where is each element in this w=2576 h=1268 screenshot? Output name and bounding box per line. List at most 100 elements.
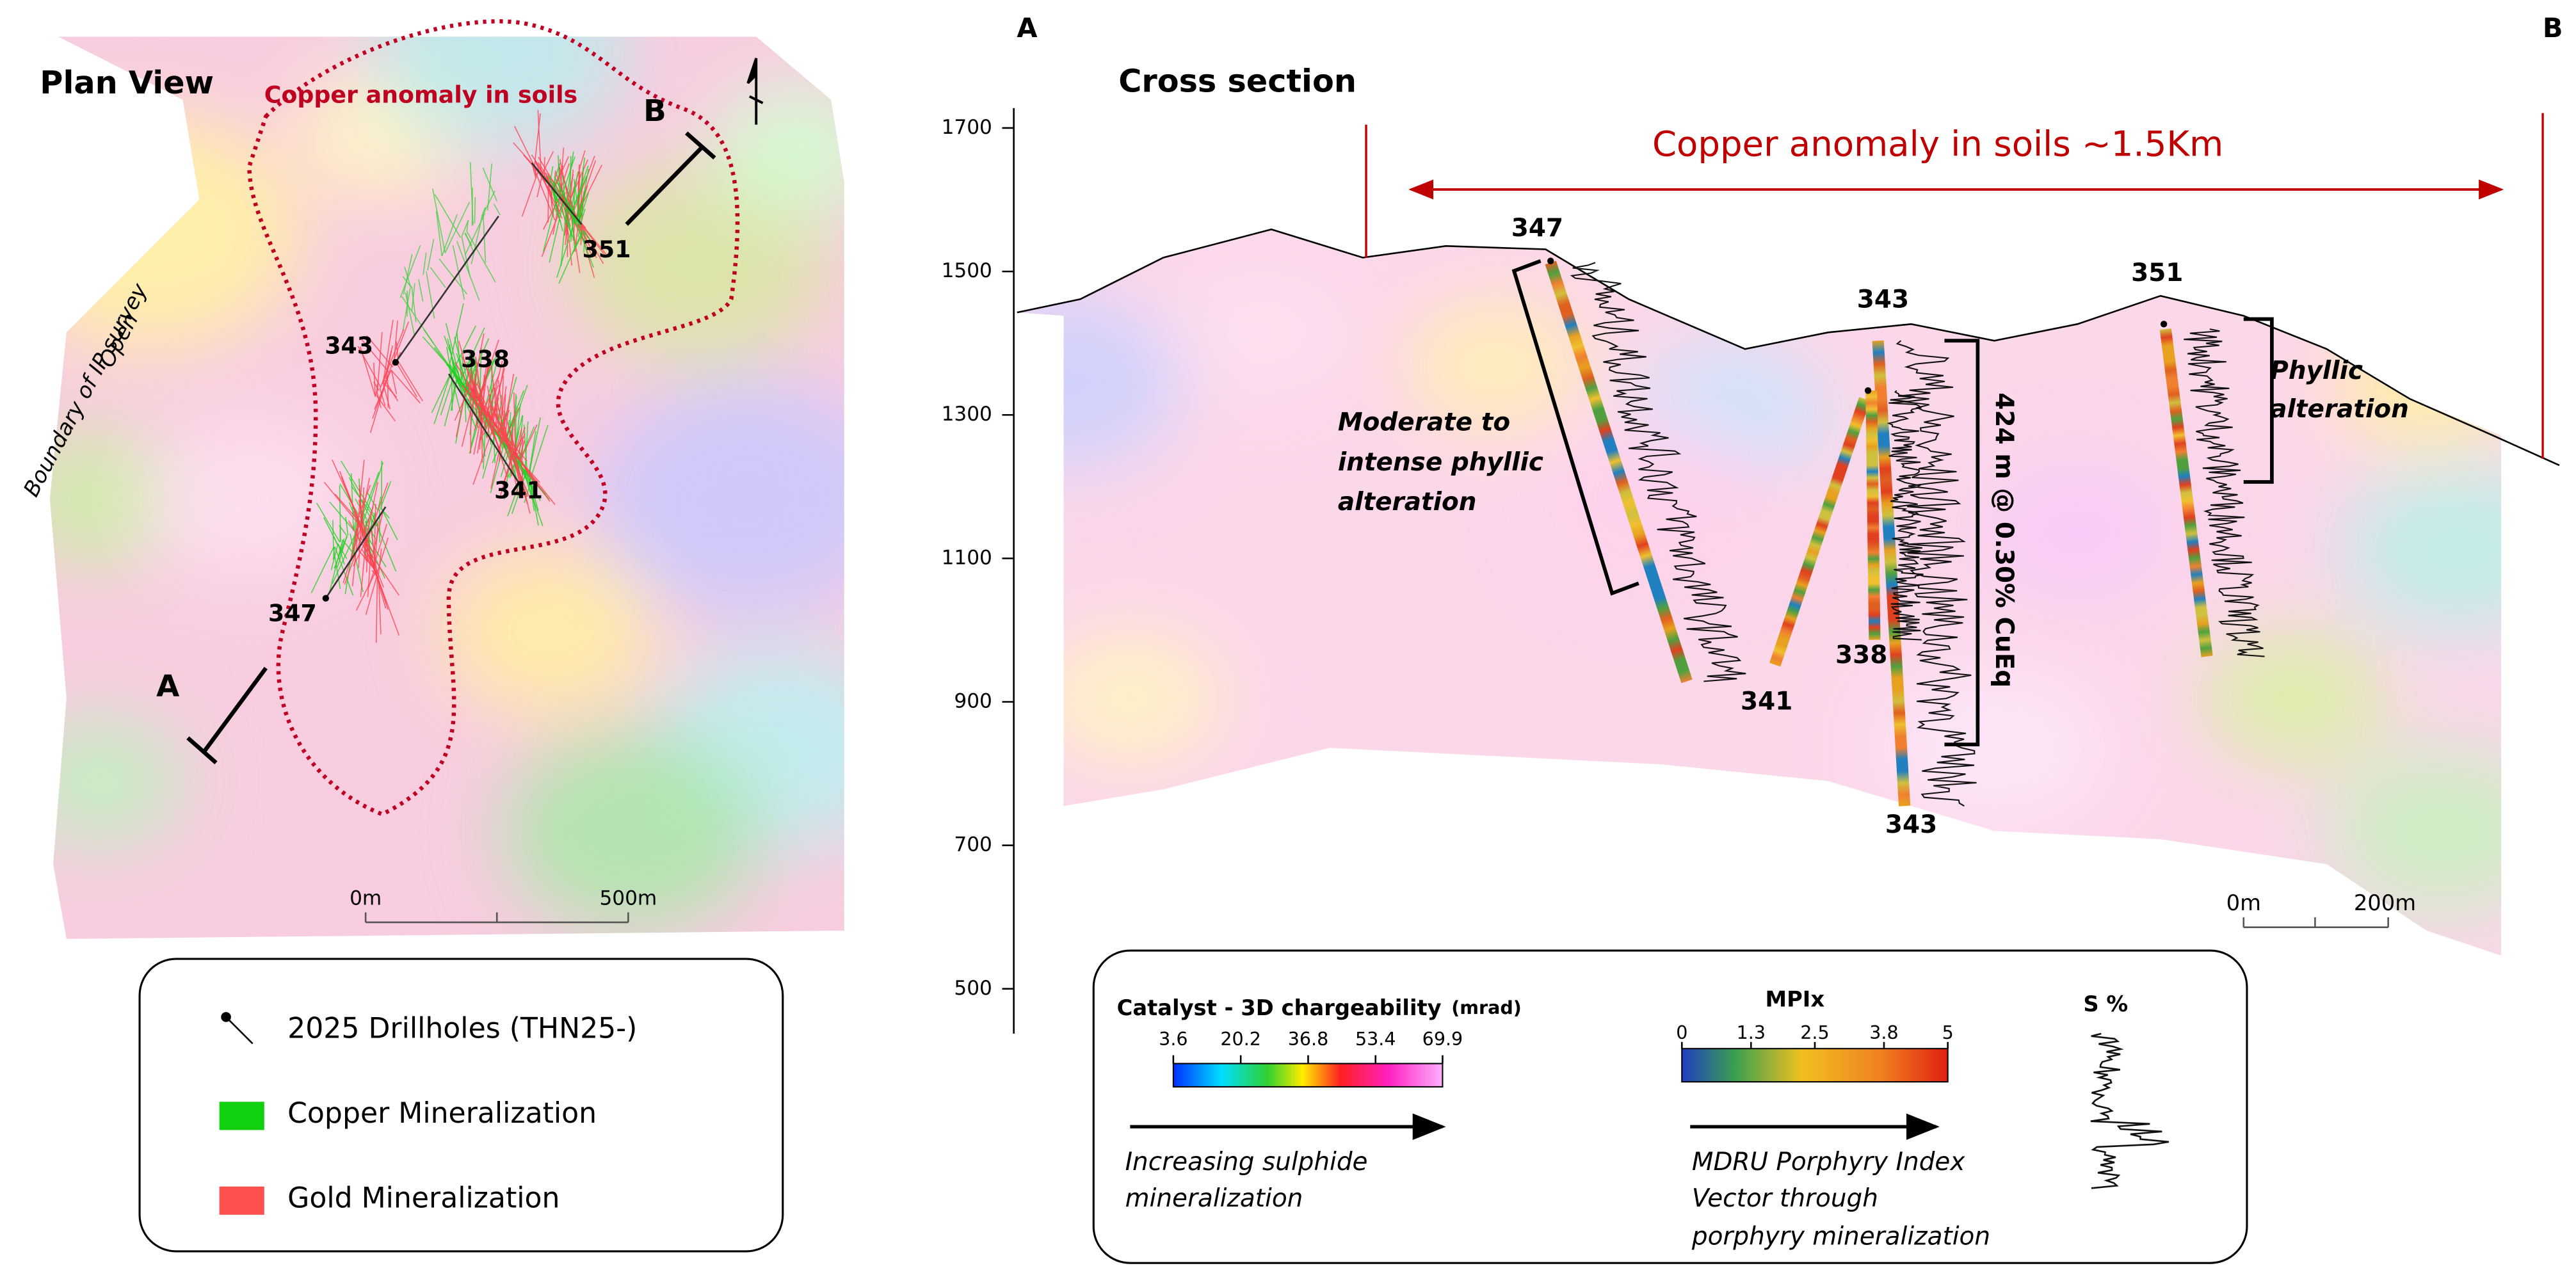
mineralization — [490, 435, 503, 489]
mineralization — [345, 517, 349, 536]
colorbar-tick-label: 36.8 — [1288, 1028, 1329, 1050]
section-blob — [2343, 465, 2502, 632]
colorbar-tick-label: 2.5 — [1800, 1022, 1829, 1043]
scale-bar — [364, 912, 629, 924]
mineralization — [433, 369, 453, 424]
mineralization — [487, 163, 493, 211]
y-tick-label: 1500 — [942, 259, 992, 282]
mineralization — [405, 292, 415, 337]
hole-trace — [447, 373, 524, 491]
section-blob — [1878, 664, 2111, 831]
anomaly-outline — [247, 19, 740, 817]
mineralization — [506, 441, 519, 496]
legend-box — [138, 958, 784, 1253]
mineralization — [570, 172, 579, 214]
mineralization — [403, 253, 413, 295]
mineralization — [365, 482, 378, 542]
map-blob — [141, 415, 358, 582]
scale-label: 0m — [350, 887, 382, 910]
mineralization — [399, 245, 421, 298]
mineralization — [514, 125, 535, 166]
mineralization — [382, 383, 391, 410]
mineralization — [402, 287, 411, 332]
section-blob — [1017, 299, 1180, 465]
legend-caption: mineralization — [1125, 1184, 1303, 1213]
mineralization — [427, 239, 435, 271]
mineralization — [565, 151, 574, 207]
mineralization — [430, 267, 446, 288]
mineralization — [355, 571, 376, 611]
section-title: Cross section — [1118, 62, 1356, 99]
map-blob — [49, 714, 186, 848]
mineralization — [483, 214, 487, 263]
mineralization — [519, 424, 538, 461]
mineralization — [494, 423, 527, 461]
section-blob — [1403, 299, 1589, 433]
legend-unit: (mrad) — [1451, 997, 1522, 1018]
topography — [1017, 228, 2560, 467]
section-blob — [2200, 631, 2387, 765]
mineralization — [568, 156, 572, 212]
mineralization — [483, 374, 485, 408]
mineralization — [348, 520, 373, 563]
mineralization — [332, 520, 334, 548]
drillhole-strip — [1545, 261, 1693, 684]
mineralization — [495, 407, 502, 427]
mineralization — [357, 485, 371, 518]
bracket — [1944, 339, 1980, 746]
mineralization — [316, 502, 341, 543]
mineralization — [558, 229, 584, 284]
hole-trace — [531, 162, 583, 225]
mineralization — [329, 501, 355, 531]
section-body — [1017, 229, 2502, 956]
mineralization — [460, 327, 485, 382]
sulphur-trace — [1887, 390, 1924, 641]
plan-map — [49, 36, 844, 939]
mineralization — [492, 366, 504, 422]
drillhole-label: 343 — [1857, 285, 1909, 314]
annotation: Phyllic — [2270, 357, 2363, 385]
mineralization — [431, 370, 453, 413]
mineralization — [551, 163, 561, 188]
drillhole-collar — [322, 595, 330, 602]
legend-icon — [219, 1102, 264, 1130]
y-tick-label: 1700 — [942, 116, 992, 139]
mineralization — [365, 575, 378, 615]
hole-trace — [325, 506, 387, 599]
mineralization — [390, 369, 398, 394]
legend-icon — [219, 1186, 264, 1215]
mineralization — [525, 472, 541, 501]
mineralization — [510, 434, 514, 451]
map-blobs — [49, 36, 844, 931]
mineralization — [373, 362, 376, 397]
bracket — [1511, 259, 1639, 596]
mineralization — [341, 460, 374, 515]
mineralization — [461, 220, 469, 237]
mineralization — [350, 533, 364, 593]
mineralization — [461, 385, 492, 419]
mineralization — [549, 166, 554, 185]
mineralization — [351, 473, 355, 531]
legend-caption: Vector through — [1692, 1184, 1878, 1213]
drillhole-strip — [1769, 397, 1871, 667]
mineralization — [376, 393, 382, 408]
drillhole-label: 338 — [1835, 641, 1887, 670]
section-blob — [2326, 748, 2502, 914]
section-blob — [1984, 465, 2171, 598]
mineralization — [380, 508, 398, 541]
mineralization — [341, 476, 364, 533]
y-tick-label: 700 — [954, 833, 992, 856]
mineralization — [452, 325, 476, 372]
mineralization — [474, 197, 476, 223]
section-blobs — [1017, 266, 2502, 914]
colorbar-tick-label: 69.9 — [1422, 1028, 1463, 1050]
colorbar — [1172, 1063, 1444, 1087]
mineralization — [534, 113, 541, 166]
y-tick-label: 1100 — [942, 546, 992, 569]
mineralization — [373, 504, 376, 567]
mineralization — [418, 279, 424, 301]
y-tick-label: 500 — [954, 977, 992, 1000]
map-blob — [597, 382, 844, 615]
mineralization — [497, 433, 513, 451]
mineralization — [490, 443, 505, 494]
